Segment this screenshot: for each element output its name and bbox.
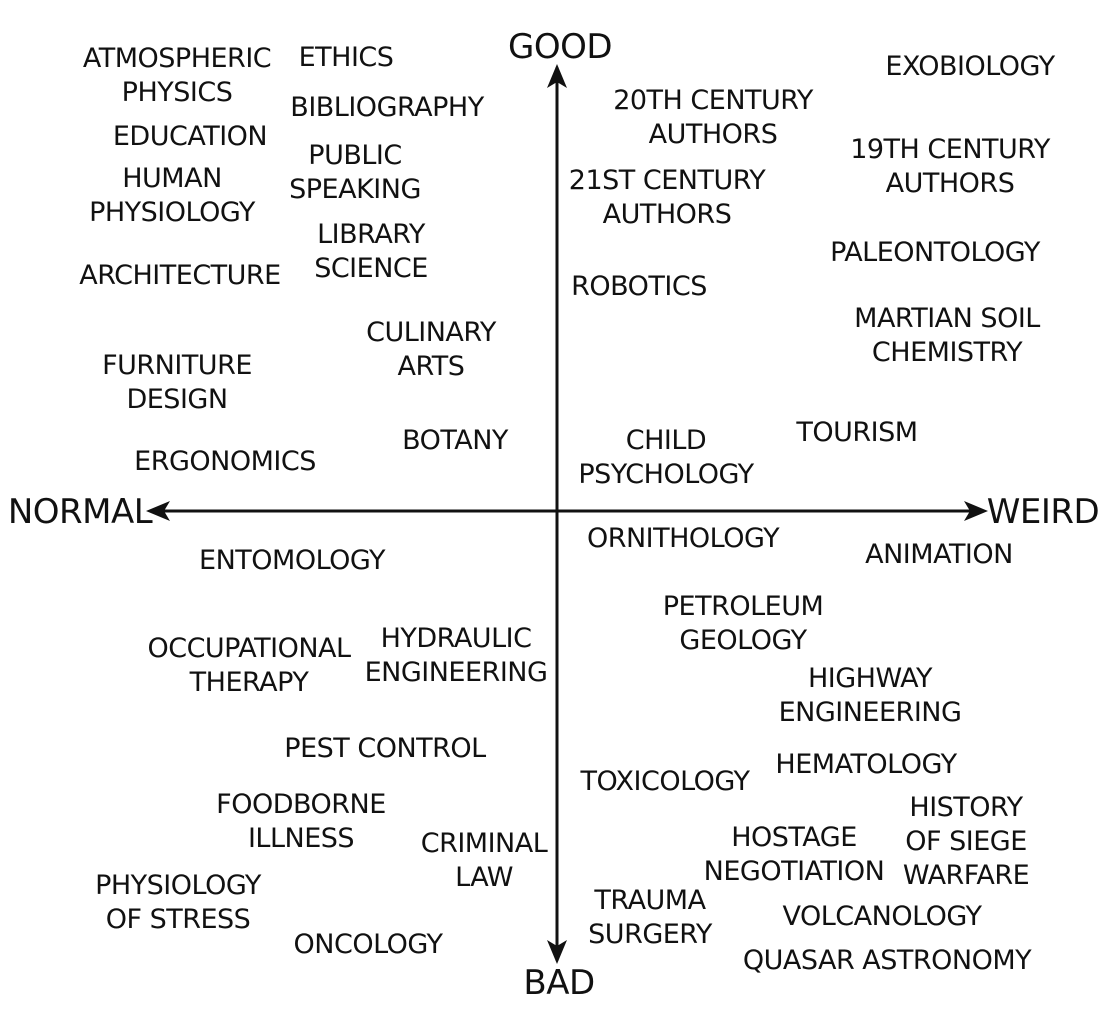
field-exobiology: EXOBIOLOGY: [885, 51, 1055, 82]
field-19th-century-authors: 19TH CENTURY AUTHORS: [850, 134, 1050, 199]
field-paleontology: PALEONTOLOGY: [830, 237, 1040, 268]
arrow-down-icon: [547, 940, 567, 964]
field-21st-century-authors: 21ST CENTURY AUTHORS: [568, 165, 766, 230]
field-history-of-siege-warfare: HISTORY OF SIEGE WARFARE: [902, 792, 1030, 891]
field-animation: ANIMATION: [865, 539, 1013, 570]
arrow-left-icon: [146, 501, 170, 521]
axis-label-weird: WEIRD: [986, 492, 1100, 532]
field-hydraulic-engineering: HYDRAULIC ENGINEERING: [364, 623, 548, 688]
field-library-science: LIBRARY SCIENCE: [314, 219, 428, 284]
field-quasar-astronomy: QUASAR ASTRONOMY: [742, 945, 1032, 976]
field-trauma-surgery: TRAUMA SURGERY: [588, 885, 712, 950]
field-criminal-law: CRIMINAL LAW: [420, 828, 548, 893]
field-culinary-arts: CULINARY ARTS: [366, 317, 496, 382]
field-20th-century-authors: 20TH CENTURY AUTHORS: [613, 85, 813, 150]
field-botany: BOTANY: [402, 425, 508, 456]
field-occupational-therapy: OCCUPATIONAL THERAPY: [147, 633, 351, 698]
field-toxicology: TOXICOLOGY: [580, 766, 750, 797]
field-tourism: TOURISM: [796, 417, 918, 448]
field-highway-engineering: HIGHWAY ENGINEERING: [778, 663, 962, 728]
field-child-psychology: CHILD PSYCHOLOGY: [578, 425, 754, 490]
field-human-physiology: HUMAN PHYSIOLOGY: [89, 163, 255, 228]
field-furniture-design: FURNITURE DESIGN: [102, 350, 252, 415]
field-pest-control: PEST CONTROL: [284, 733, 486, 764]
field-physiology-of-stress: PHYSIOLOGY OF STRESS: [95, 870, 261, 935]
field-oncology: ONCOLOGY: [293, 929, 443, 960]
field-education: EDUCATION: [112, 121, 268, 152]
axis-label-good: GOOD: [507, 27, 613, 67]
field-martian-soil-chemistry: MARTIAN SOIL CHEMISTRY: [854, 303, 1040, 368]
field-ethics: ETHICS: [298, 42, 394, 73]
arrow-up-icon: [547, 64, 567, 88]
field-hematology: HEMATOLOGY: [775, 749, 957, 780]
field-volcanology: VOLCANOLOGY: [782, 901, 982, 932]
field-robotics: ROBOTICS: [571, 271, 707, 302]
field-ornithology: ORNITHOLOGY: [586, 523, 780, 554]
axis-label-bad: BAD: [523, 963, 595, 1003]
field-entomology: ENTOMOLOGY: [199, 545, 385, 576]
field-ergonomics: ERGONOMICS: [134, 446, 316, 477]
arrow-right-icon: [964, 501, 988, 521]
field-petroleum-geology: PETROLEUM GEOLOGY: [662, 591, 824, 656]
field-foodborne-illness: FOODBORNE ILLNESS: [216, 789, 386, 854]
field-atmospheric-physics: ATMOSPHERIC PHYSICS: [82, 43, 272, 108]
field-public-speaking: PUBLIC SPEAKING: [289, 140, 421, 205]
field-bibliography: BIBLIOGRAPHY: [290, 92, 484, 123]
axis-label-normal: NORMAL: [7, 492, 153, 532]
field-hostage-negotiation: HOSTAGE NEGOTIATION: [703, 822, 885, 887]
field-architecture: ARCHITECTURE: [79, 260, 281, 291]
